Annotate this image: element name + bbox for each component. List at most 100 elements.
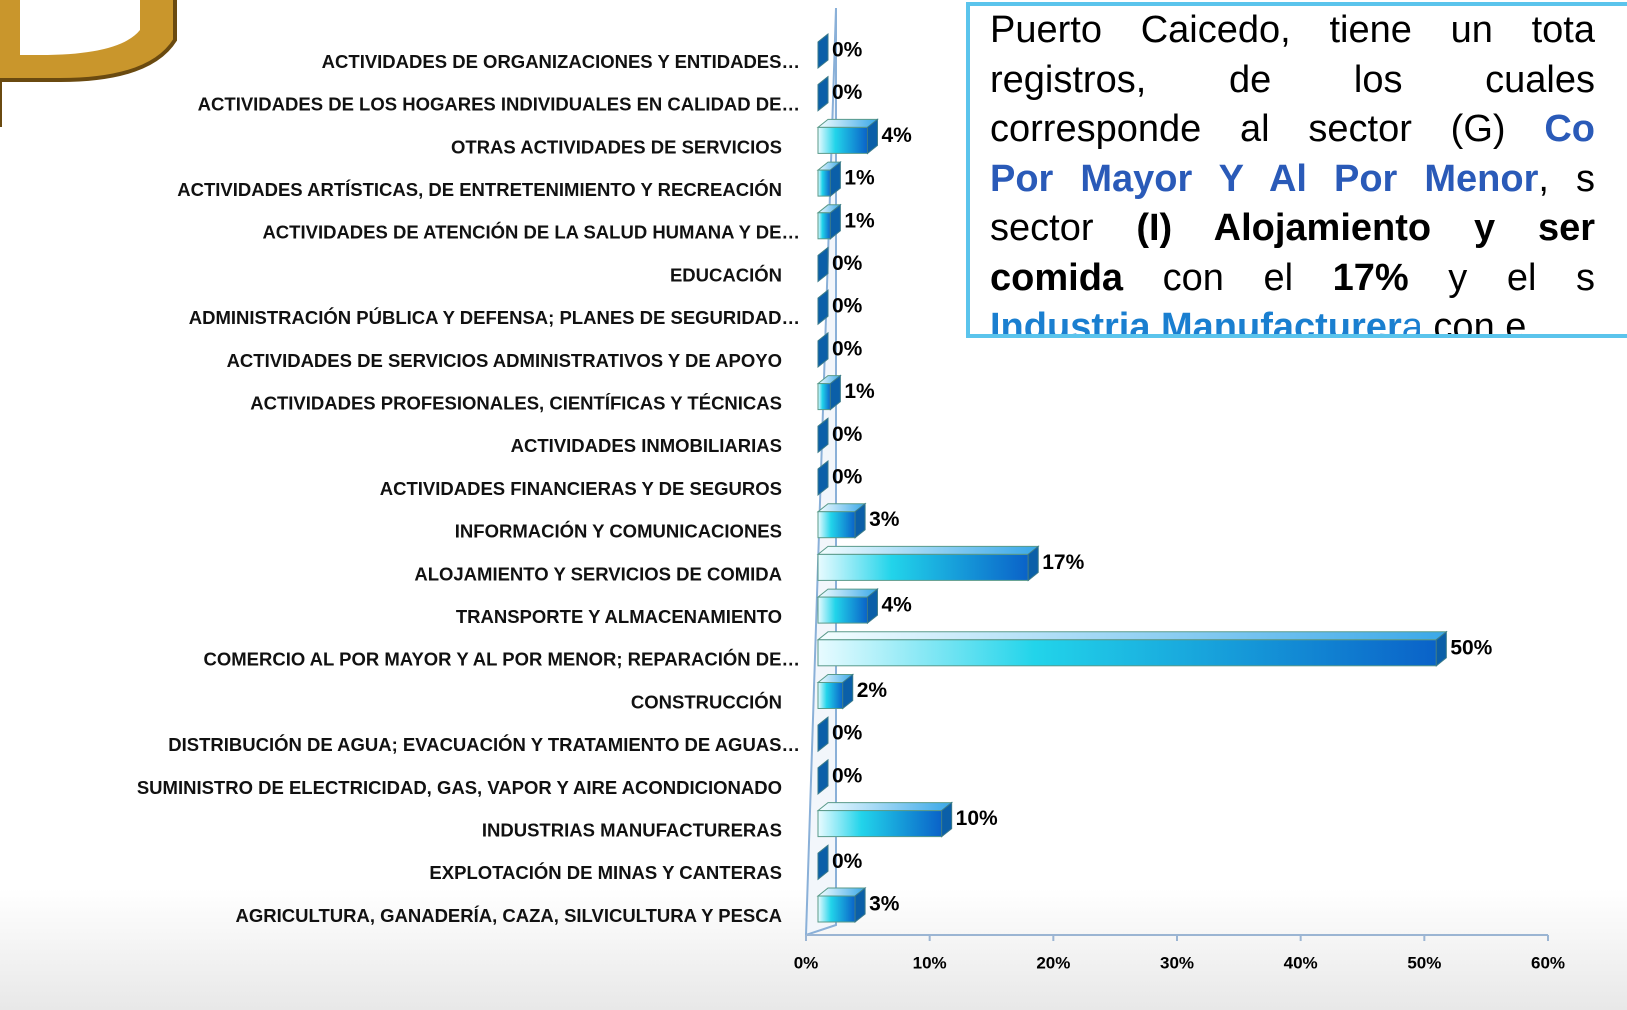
text-run: , s <box>1538 157 1595 200</box>
bar-end <box>1435 630 1447 667</box>
bar-front <box>817 511 856 539</box>
text-run: corresponde al sector (G) <box>990 108 1545 150</box>
bar-end <box>829 374 841 411</box>
bar <box>816 545 1040 582</box>
bar <box>817 331 829 368</box>
bar <box>816 630 1448 667</box>
text-run: Puerto Caicedo, tiene un tota <box>990 9 1595 51</box>
logo-inner <box>20 0 140 55</box>
y-tick-label: ADMINISTRACIÓN PÚBLICA Y DEFENSA; PLANES… <box>189 307 800 328</box>
bar <box>816 502 867 539</box>
bar-end <box>817 417 829 454</box>
bar-front <box>817 682 844 709</box>
bar <box>816 203 842 240</box>
bar-end <box>817 716 829 753</box>
text-line: Puerto Caicedo, tiene un tota <box>990 6 1595 56</box>
data-label: 50% <box>1450 636 1492 659</box>
data-label: 1% <box>844 167 875 190</box>
data-label: 1% <box>844 380 875 403</box>
bar-end <box>854 502 866 539</box>
text-run: registros, de los cuales <box>990 58 1595 101</box>
y-tick-label: ACTIVIDADES DE SERVICIOS ADMINISTRATIVOS… <box>227 350 782 371</box>
text-run: (I) Alojamiento y ser <box>1136 207 1596 249</box>
bar-end <box>842 673 854 710</box>
text-run: sector <box>990 207 1137 249</box>
y-tick-label: ACTIVIDADES ARTÍSTICAS, DE ENTRETENIMIEN… <box>177 179 782 200</box>
bar-end <box>817 758 829 795</box>
data-label: 3% <box>869 893 900 916</box>
y-tick-label: OTRAS ACTIVIDADES DE SERVICIOS <box>451 136 782 157</box>
bar <box>817 75 829 112</box>
bar <box>817 844 829 881</box>
x-tick-label: 30% <box>1160 953 1194 972</box>
y-tick-label: EDUCACIÓN <box>670 264 782 285</box>
text-run: Por Mayor Y Al Por Menor <box>990 157 1539 200</box>
text-line: sector (I) Alojamiento y ser <box>990 204 1595 254</box>
bar <box>816 886 867 924</box>
y-tick-label: ACTIVIDADES INMOBILIARIAS <box>511 435 782 456</box>
bar-front <box>817 553 1029 581</box>
bar <box>816 374 842 411</box>
y-tick-label: ACTIVIDADES DE ORGANIZACIONES Y ENTIDADE… <box>322 51 800 72</box>
bar <box>817 716 829 753</box>
text-run: Co <box>1544 108 1595 150</box>
x-tick-label: 60% <box>1531 953 1565 972</box>
data-label: 0% <box>832 337 863 360</box>
x-tick-label: 20% <box>1036 953 1070 972</box>
y-tick-label: ACTIVIDADES DE LOS HOGARES INDIVIDUALES … <box>198 94 800 115</box>
text-box: Puerto Caicedo, tiene un tota registros, … <box>966 2 1627 338</box>
text-run: con e <box>1422 306 1527 338</box>
text-run: y el s <box>1408 256 1595 299</box>
bar-end <box>817 289 829 326</box>
bar-end <box>817 331 829 368</box>
y-tick-label: AGRICULTURA, GANADERÍA, CAZA, SILVICULTU… <box>236 905 782 926</box>
text-run: con el <box>1123 256 1333 299</box>
data-label: 17% <box>1042 551 1084 574</box>
data-label: 2% <box>857 679 888 702</box>
text-line: Industria Manufacturera con e <box>990 303 1595 338</box>
text-line: comida con el 17% y el s <box>990 254 1595 304</box>
data-label: 0% <box>832 39 863 62</box>
data-label: 0% <box>832 423 863 446</box>
bar-end <box>1027 545 1039 582</box>
y-tick-label: ACTIVIDADES DE ATENCIÓN DE LA SALUD HUMA… <box>262 222 800 243</box>
text-run: Industria Manufacturer <box>990 306 1402 338</box>
bar <box>817 32 829 70</box>
bar-front <box>817 810 943 838</box>
bar <box>816 161 842 198</box>
text-line: registros, de los cuales <box>990 56 1595 106</box>
y-tick-label: COMERCIO AL POR MAYOR Y AL POR MENOR; RE… <box>203 649 800 670</box>
y-tick-label: DISTRIBUCIÓN DE AGUA; EVACUACIÓN Y TRATA… <box>168 734 800 755</box>
bar <box>817 417 829 454</box>
bar-end <box>866 118 878 155</box>
bar-front <box>817 639 1437 667</box>
bar-end <box>829 203 841 240</box>
bar <box>817 758 829 795</box>
data-label: 4% <box>881 594 912 617</box>
data-label: 0% <box>832 722 863 745</box>
x-tick-label: 50% <box>1407 953 1441 972</box>
bar-end <box>817 246 829 283</box>
y-tick-label: TRANSPORTE Y ALMACENAMIENTO <box>456 606 782 627</box>
y-tick-label: CONSTRUCCIÓN <box>631 691 782 712</box>
bar-end <box>817 75 829 112</box>
y-tick-label: ACTIVIDADES PROFESIONALES, CIENTÍFICAS Y… <box>250 392 782 413</box>
bar-end <box>866 588 878 625</box>
data-label: 0% <box>832 81 863 104</box>
data-label: 0% <box>832 295 863 318</box>
y-tick-label: ACTIVIDADES FINANCIERAS Y DE SEGUROS <box>380 478 782 499</box>
text-run: a <box>1401 306 1423 338</box>
bar-end <box>854 886 866 924</box>
bar <box>817 459 829 497</box>
data-label: 0% <box>832 466 863 489</box>
bar <box>817 289 829 326</box>
data-label: 1% <box>844 209 875 232</box>
y-tick-label: ALOJAMIENTO Y SERVICIOS DE COMIDA <box>414 563 782 584</box>
bar-end <box>817 844 829 881</box>
bar-end <box>817 32 829 70</box>
bar <box>816 801 954 838</box>
bar <box>816 118 879 155</box>
